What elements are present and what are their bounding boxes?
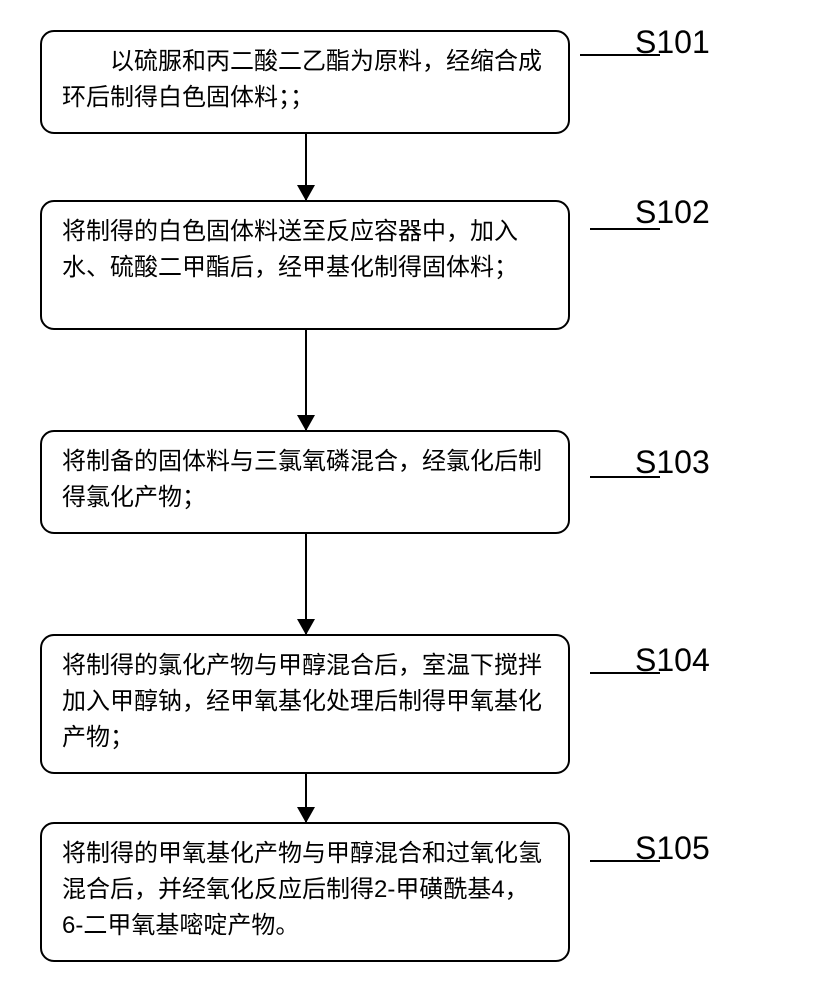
step-row-1: 以硫脲和丙二酸二乙酯为原料，经缩合成环后制得白色固体料；； S101 [20,30,797,134]
step-box-3: 将制备的固体料与三氯氧磷混合，经氯化后制得氯化产物； [40,430,570,534]
step-text-5: 将制得的甲氧基化产物与甲醇混合和过氧化氢混合后，并经氧化反应后制得2-甲磺酰基4… [62,836,548,944]
step-label-2: S102 [635,194,710,231]
arrow-4 [305,774,307,822]
step-row-2: 将制得的白色固体料送至反应容器中，加入水、硫酸二甲酯后，经甲基化制得固体料； S… [20,200,797,330]
label-line-4 [590,672,660,674]
step-text-1: 以硫脲和丙二酸二乙酯为原料，经缩合成环后制得白色固体料；； [62,48,542,111]
label-line-3 [590,476,660,478]
step-row-4: 将制得的氯化产物与甲醇混合后，室温下搅拌加入甲醇钠，经甲氧基化处理后制得甲氧基化… [20,634,797,774]
step-text-2: 将制得的白色固体料送至反应容器中，加入水、硫酸二甲酯后，经甲基化制得固体料； [62,218,518,281]
arrow-3 [305,534,307,634]
label-line-1 [580,54,660,56]
label-line-5 [590,860,660,862]
step-text-3: 将制备的固体料与三氯氧磷混合，经氯化后制得氯化产物； [62,448,542,511]
step-box-2: 将制得的白色固体料送至反应容器中，加入水、硫酸二甲酯后，经甲基化制得固体料； [40,200,570,330]
step-row-3: 将制备的固体料与三氯氧磷混合，经氯化后制得氯化产物； S103 [20,430,797,534]
step-text-4: 将制得的氯化产物与甲醇混合后，室温下搅拌加入甲醇钠，经甲氧基化处理后制得甲氧基化… [62,652,542,751]
step-box-5: 将制得的甲氧基化产物与甲醇混合和过氧化氢混合后，并经氧化反应后制得2-甲磺酰基4… [40,822,570,962]
step-row-5: 将制得的甲氧基化产物与甲醇混合和过氧化氢混合后，并经氧化反应后制得2-甲磺酰基4… [20,822,797,962]
label-line-2 [590,228,660,230]
arrow-1 [305,134,307,200]
flowchart-container: 以硫脲和丙二酸二乙酯为原料，经缩合成环后制得白色固体料；； S101 将制得的白… [20,30,797,962]
step-box-4: 将制得的氯化产物与甲醇混合后，室温下搅拌加入甲醇钠，经甲氧基化处理后制得甲氧基化… [40,634,570,774]
arrow-2 [305,330,307,430]
step-box-1: 以硫脲和丙二酸二乙酯为原料，经缩合成环后制得白色固体料；； [40,30,570,134]
